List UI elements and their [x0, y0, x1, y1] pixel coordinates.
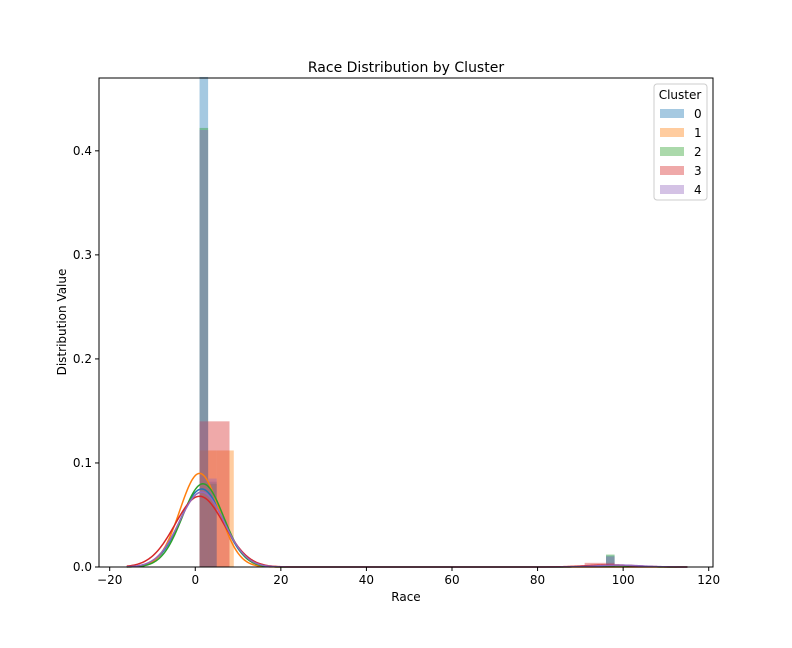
chart-title: Race Distribution by Cluster — [308, 60, 504, 76]
hist-bar-cluster-2-0 — [199, 127, 209, 567]
legend-swatch-cluster-3 — [660, 166, 684, 175]
y-tick-label: 0.1 — [73, 456, 92, 470]
hist-bar-cluster-4-1 — [208, 478, 217, 567]
y-tick-label: 0.4 — [73, 144, 92, 158]
legend: Cluster 0 1 2 3 4 — [653, 83, 708, 201]
x-tick-label: 0 — [191, 573, 199, 587]
plot-area — [126, 76, 688, 568]
legend-label-cluster-0: 0 — [694, 107, 702, 121]
x-tick-label: 80 — [530, 573, 545, 587]
legend-label-cluster-4: 4 — [694, 183, 702, 197]
legend-label-cluster-1: 1 — [694, 126, 702, 140]
y-tick-label: 0.2 — [73, 352, 92, 366]
x-axis: −20 0 20 40 60 80 100 120 — [97, 567, 720, 587]
legend-box — [653, 83, 708, 201]
legend-label-cluster-2: 2 — [694, 145, 702, 159]
x-tick-label: 100 — [612, 573, 635, 587]
y-tick-label: 0.0 — [73, 560, 92, 574]
y-axis: 0.0 0.1 0.2 0.3 0.4 — [73, 144, 99, 574]
x-tick-label: −20 — [97, 573, 122, 587]
hist-bar-cluster-3-0 — [199, 421, 230, 567]
hist-bar-cluster-4-0 — [199, 130, 209, 567]
hist-bar-cluster-0-0 — [199, 76, 209, 568]
legend-title: Cluster — [659, 88, 702, 102]
legend-swatch-cluster-2 — [660, 147, 684, 156]
y-axis-label: Distribution Value — [55, 269, 69, 376]
hist-bar-cluster-2-1 — [208, 483, 217, 567]
hist-bar-cluster-0-1 — [208, 481, 217, 567]
legend-swatch-cluster-0 — [660, 109, 684, 118]
y-tick-label: 0.3 — [73, 248, 92, 262]
hist-bar-cluster-2-2 — [606, 554, 615, 567]
hist-bar-cluster-0-2 — [606, 555, 615, 567]
x-axis-label: Race — [391, 590, 420, 604]
x-tick-label: 20 — [273, 573, 288, 587]
x-tick-label: 40 — [359, 573, 374, 587]
hist-bar-cluster-1-0 — [199, 450, 217, 567]
legend-label-cluster-3: 3 — [694, 164, 702, 178]
plot-frame — [98, 77, 714, 568]
hist-bar-cluster-4-2 — [606, 556, 615, 567]
x-tick-label: 60 — [444, 573, 459, 587]
legend-swatch-cluster-1 — [660, 128, 684, 137]
legend-swatch-cluster-4 — [660, 185, 684, 194]
x-tick-label: 120 — [697, 573, 720, 587]
